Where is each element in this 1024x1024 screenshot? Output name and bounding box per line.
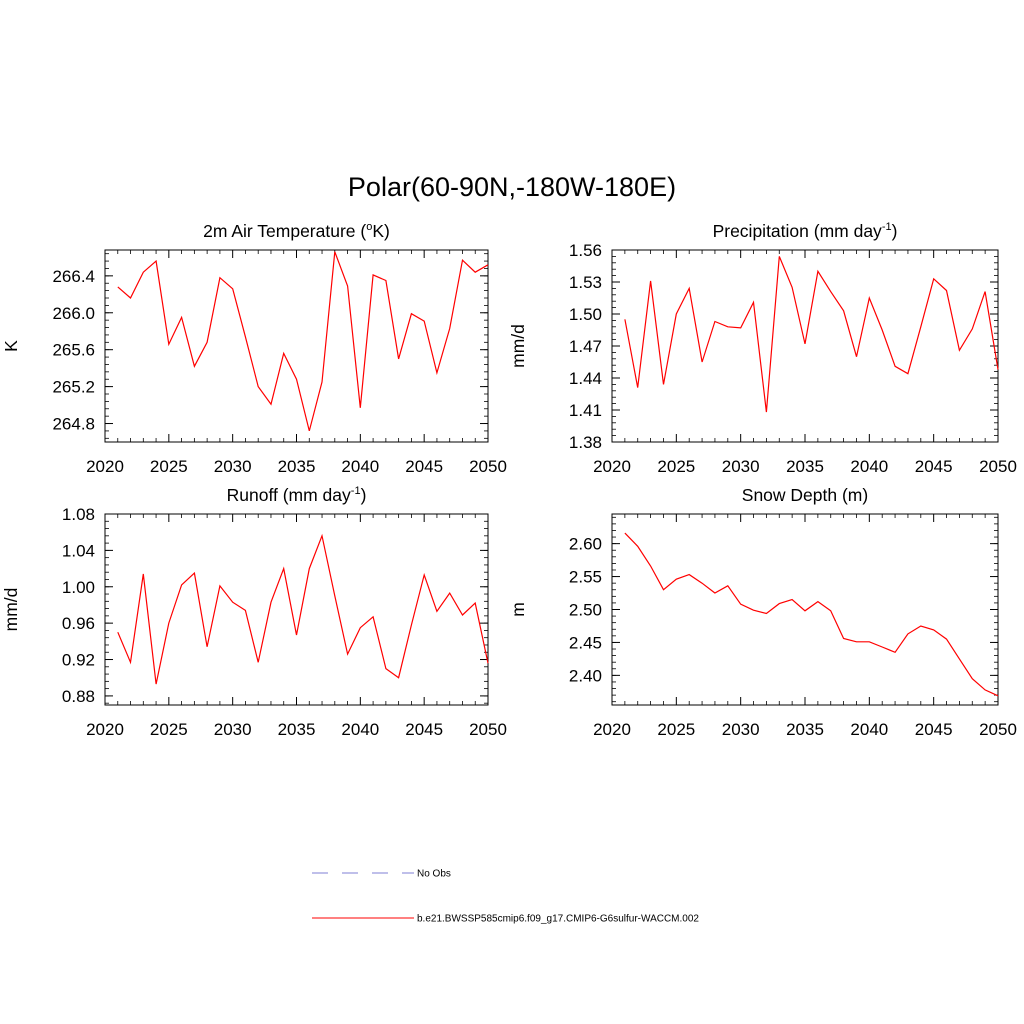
precip-y-tick-label: 1.56: [569, 241, 602, 260]
legend-obs-label: No Obs: [417, 869, 451, 880]
precip-y-axis-label: mm/d: [508, 324, 528, 368]
snow-panel: Snow Depth (m) m 2020 2025 2030 2035 2040 2045 2…: [508, 485, 1017, 739]
runoff-panel: Runoff (mm day-1) mm/d 2020 2025 2030 2035 204…: [1, 485, 507, 739]
snow-x-tick-label: 2020: [593, 720, 631, 739]
runoff-x-tick-label: 2030: [214, 720, 252, 739]
snow-y-tick-label: 2.55: [569, 568, 602, 587]
runoff-title-text: Runoff (mm day: [227, 485, 351, 505]
temp-panel-title: 2m Air Temperature (oK): [203, 221, 390, 241]
temp-y-axis-label: K: [1, 340, 21, 352]
snow-x-tick-label: 2040: [850, 720, 888, 739]
precip-y-tick-label: 1.44: [569, 369, 602, 388]
temp-x-tick-label: 2025: [150, 457, 188, 476]
snow-x-tick-label: 2035: [786, 720, 824, 739]
temp-title-text: 2m Air Temperature (: [203, 221, 366, 241]
temp-panel: 2m Air Temperature (oK) K 2020 2025 2030 2035…: [1, 221, 507, 476]
precip-x-tick-label: 2040: [850, 457, 888, 476]
precip-title-text: Precipitation (mm day: [713, 221, 882, 241]
precip-y-tick-label: 1.38: [569, 433, 602, 452]
precip-x-tick-label: 2020: [593, 457, 631, 476]
runoff-y-tick-label: 1.00: [62, 578, 95, 597]
precip-panel-title: Precipitation (mm day-1): [713, 221, 898, 241]
temp-x-tick-label: 2045: [405, 457, 443, 476]
runoff-x-tick-label: 2020: [86, 720, 124, 739]
snow-x-tick-label: 2025: [657, 720, 695, 739]
snow-x-tick-label: 2050: [979, 720, 1017, 739]
runoff-x-tick-label: 2045: [405, 720, 443, 739]
snow-y-tick-label: 2.40: [569, 666, 602, 685]
precip-title-superscript: -1: [882, 221, 892, 233]
figure-title: Polar(60-90N,-180W-180E): [348, 172, 676, 202]
temp-title-tail: K): [372, 221, 390, 241]
snow-y-tick-label: 2.60: [569, 535, 602, 554]
runoff-y-tick-label: 1.04: [62, 541, 95, 560]
runoff-title-tail: ): [361, 485, 367, 505]
snow-y-tick-label: 2.45: [569, 633, 602, 652]
temp-x-tick-label: 2035: [278, 457, 316, 476]
temp-series-line: [117, 251, 489, 432]
runoff-x-tick-label: 2040: [341, 720, 379, 739]
runoff-y-tick-label: 0.96: [62, 614, 95, 633]
snow-series-line: [624, 532, 999, 697]
runoff-x-tick-label: 2050: [469, 720, 507, 739]
temp-y-tick-label: 265.6: [52, 341, 95, 360]
runoff-y-axis-label: mm/d: [1, 588, 21, 632]
temp-x-tick-label: 2020: [86, 457, 124, 476]
snow-title-text: Snow Depth (m): [742, 485, 868, 505]
snow-plot-frame: [611, 513, 999, 706]
runoff-y-tick-label: 0.88: [62, 687, 95, 706]
snow-y-axis-label: m: [508, 602, 528, 617]
runoff-plot-frame: [104, 513, 489, 706]
snow-x-tick-label: 2045: [915, 720, 953, 739]
temp-y-tick-label: 266.0: [52, 304, 95, 323]
precip-x-tick-label: 2035: [786, 457, 824, 476]
runoff-x-tick-label: 2035: [278, 720, 316, 739]
runoff-series-line: [117, 533, 489, 685]
precip-y-tick-label: 1.47: [569, 337, 602, 356]
temp-y-tick-label: 264.8: [52, 415, 95, 434]
temp-y-tick-label: 266.4: [52, 267, 95, 286]
precip-y-tick-label: 1.50: [569, 305, 602, 324]
legend-model-label: b.e21.BWSSP585cmip6.f09_g17.CMIP6-G6sulf…: [417, 914, 699, 925]
runoff-title-superscript: -1: [351, 485, 361, 497]
temp-y-tick-label: 265.2: [52, 378, 95, 397]
temp-x-tick-label: 2030: [214, 457, 252, 476]
runoff-x-tick-label: 2025: [150, 720, 188, 739]
legend: No Obs b.e21.BWSSP585cmip6.f09_g17.CMIP6…: [312, 869, 699, 925]
temp-x-tick-label: 2050: [469, 457, 507, 476]
precip-x-tick-label: 2045: [915, 457, 953, 476]
snow-panel-title: Snow Depth (m): [742, 485, 868, 505]
temp-title-superscript: o: [366, 221, 372, 233]
snow-y-tick-label: 2.50: [569, 601, 602, 620]
runoff-panel-title: Runoff (mm day-1): [227, 485, 367, 505]
precip-series-line: [624, 256, 999, 413]
precip-y-tick-label: 1.53: [569, 273, 602, 292]
precip-title-tail: ): [892, 221, 898, 241]
temp-x-tick-label: 2040: [341, 457, 379, 476]
chart-panels: 2m Air Temperature (oK) K 2020 2025 2030 2035…: [1, 221, 1017, 739]
precip-y-tick-label: 1.41: [569, 401, 602, 420]
runoff-y-tick-label: 1.08: [62, 505, 95, 524]
snow-x-tick-label: 2030: [722, 720, 760, 739]
precip-x-tick-label: 2050: [979, 457, 1017, 476]
precip-x-tick-label: 2025: [657, 457, 695, 476]
precip-panel: Precipitation (mm day-1) mm/d 2020 2025 2030…: [508, 221, 1017, 476]
precip-x-tick-label: 2030: [722, 457, 760, 476]
runoff-y-tick-label: 0.92: [62, 651, 95, 670]
